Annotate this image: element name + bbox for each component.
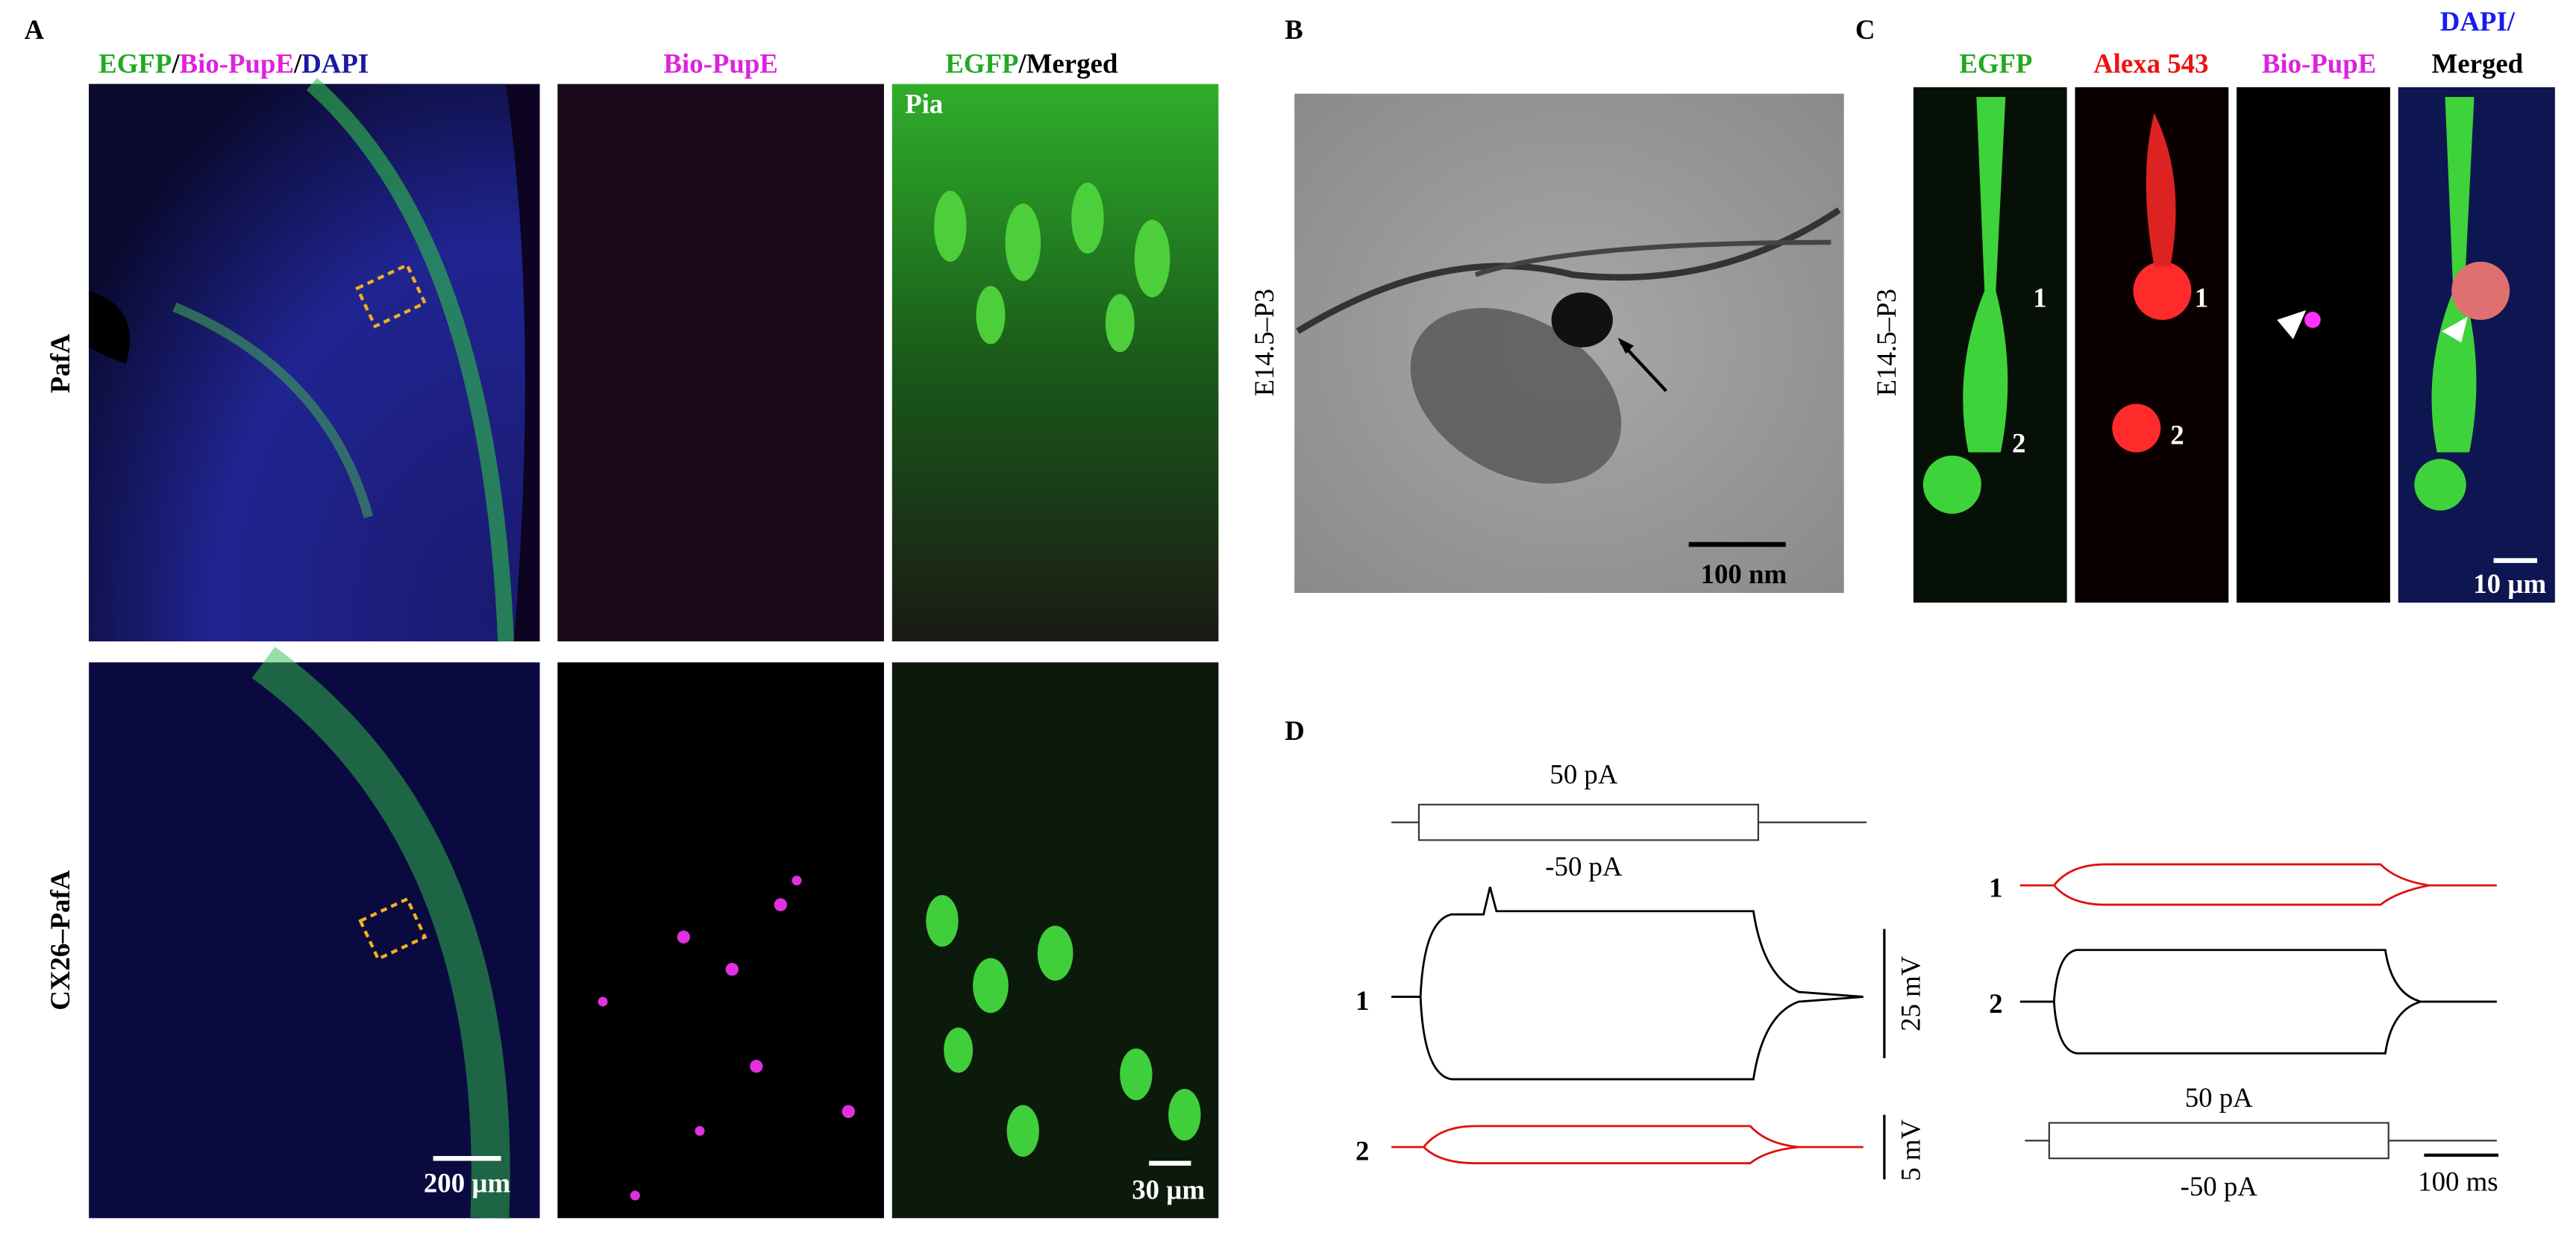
scale-label: 30 µm [1132,1174,1205,1204]
cell-label: 1 [1356,985,1369,1016]
cell-label: 2 [1356,1135,1369,1166]
cortex-band [251,647,510,1219]
voltage-trace [2019,949,2497,1055]
mitochondrion [1410,308,1622,484]
cell [2431,96,2477,453]
image [891,84,1219,641]
panel-label: A [25,14,45,45]
column-header: Merged [2432,48,2524,78]
cell-label: 1 [2195,283,2208,313]
row-label: PafA [45,333,75,393]
column-header: Alexa 543 [2093,48,2208,78]
column-header: EGFP/Bio-PupE/DAPI [98,48,369,78]
merged: /Merged [1018,48,1118,78]
scale-label: 25 mV [1895,955,1925,1031]
stimulus-label: 50 pA [2185,1082,2253,1113]
egfp: EGFP [98,48,172,78]
scale-label: 100 ms [2418,1166,2498,1197]
row-label: CX26–PafA [45,870,75,1011]
stimulus-protocol [2025,1122,2497,1160]
cell [1922,455,1981,514]
cell [1963,96,2008,453]
panel-label: D [1285,715,1305,746]
cell-label: 2 [2012,428,2025,459]
fiber-tract [172,302,374,518]
sep: / [293,48,302,78]
arrowhead [2442,316,2468,343]
column-header: Bio-PupE [2262,48,2376,78]
image [2237,87,2390,603]
row-label: E14.5–P3 [1871,289,1902,396]
column-header: EGFP [1959,48,2032,78]
membrane [1296,207,1841,334]
panel-label: B [1285,14,1303,45]
gold-particle [1551,292,1613,348]
stimulus-label: -50 pA [1545,851,1623,882]
cell [2112,403,2161,453]
panel-label: C [1855,14,1875,45]
cell-label: 2 [1989,988,2002,1019]
scale-label: 100 nm [1701,559,1787,589]
inset-box [355,263,427,329]
scale-label: 5 mV [1895,1119,1925,1181]
column-header: EGFP/Merged [945,48,1118,78]
membrane [1474,239,1831,277]
scale-label: 10 µm [2473,568,2546,599]
stimulus-label: -50 pA [2181,1171,2258,1201]
image [557,662,884,1219]
image [557,84,884,641]
cell-label: 1 [1989,872,2002,902]
ventricle [89,290,131,364]
scale-label: 200 µm [424,1168,511,1199]
cortex-band [306,78,514,642]
stimulus-protocol [1391,803,1867,841]
pia-label: Pia [905,89,943,119]
cell [2133,261,2192,320]
cell [2414,459,2466,511]
image [2398,87,2555,603]
arrowhead [1617,337,1635,354]
column-header: DAPI/ [2440,6,2516,37]
column-header: Bio-PupE [663,48,777,78]
cell-label: 1 [2033,283,2046,313]
voltage-trace [1391,1125,1864,1165]
cell [2451,261,2510,320]
punctum [2304,312,2321,328]
cells [926,895,1201,1157]
cell [2146,113,2176,267]
row-label: E14.5–P3 [1249,289,1279,396]
puncta [598,876,855,1201]
egfp: EGFP [945,48,1018,78]
bio: Bio-PupE [180,48,294,78]
voltage-trace [1391,886,1864,1081]
cells [934,182,1171,353]
sep: / [171,48,180,78]
dapi: DAPI [301,48,369,78]
cell-label: 2 [2170,420,2184,450]
voltage-trace [2019,863,2497,906]
inset-box [358,896,427,961]
stimulus-label: 50 pA [1549,759,1617,790]
